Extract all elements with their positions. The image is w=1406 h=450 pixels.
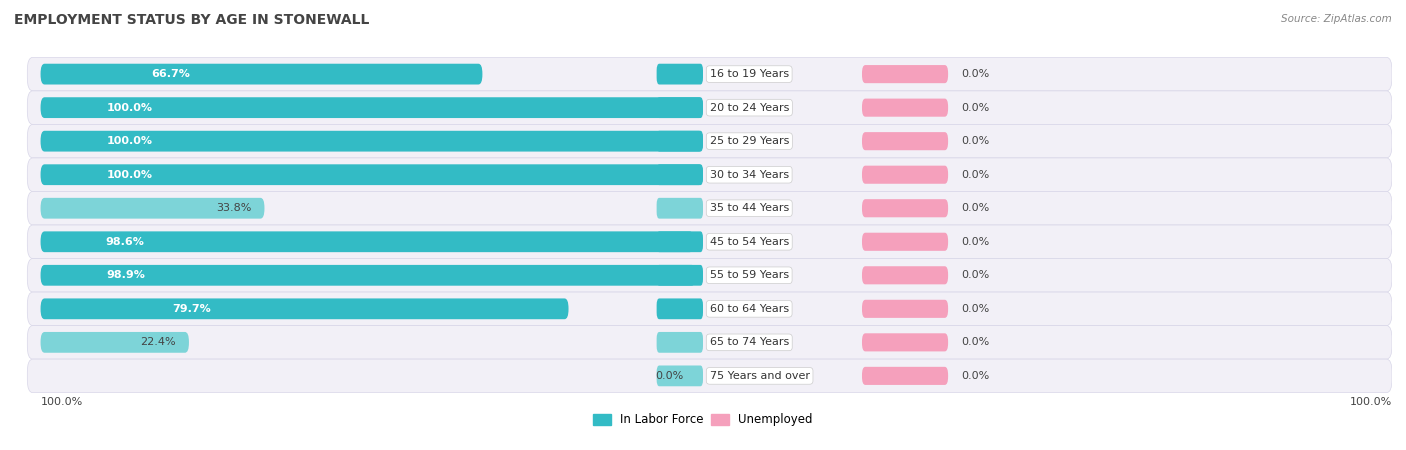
FancyBboxPatch shape <box>862 367 948 385</box>
FancyBboxPatch shape <box>41 64 482 85</box>
Text: 100.0%: 100.0% <box>107 103 153 112</box>
Text: EMPLOYMENT STATUS BY AGE IN STONEWALL: EMPLOYMENT STATUS BY AGE IN STONEWALL <box>14 14 370 27</box>
FancyBboxPatch shape <box>657 365 703 386</box>
Text: 0.0%: 0.0% <box>962 304 990 314</box>
Text: 0.0%: 0.0% <box>655 371 683 381</box>
FancyBboxPatch shape <box>41 265 696 286</box>
FancyBboxPatch shape <box>41 332 188 353</box>
Text: 98.9%: 98.9% <box>105 270 145 280</box>
FancyBboxPatch shape <box>657 64 703 85</box>
Text: 0.0%: 0.0% <box>962 270 990 280</box>
Text: 75 Years and over: 75 Years and over <box>710 371 810 381</box>
FancyBboxPatch shape <box>862 99 948 117</box>
Text: 20 to 24 Years: 20 to 24 Years <box>710 103 789 112</box>
Text: 35 to 44 Years: 35 to 44 Years <box>710 203 789 213</box>
FancyBboxPatch shape <box>41 97 703 118</box>
FancyBboxPatch shape <box>657 265 703 286</box>
FancyBboxPatch shape <box>27 158 1392 191</box>
FancyBboxPatch shape <box>41 298 568 319</box>
Text: 65 to 74 Years: 65 to 74 Years <box>710 338 789 347</box>
FancyBboxPatch shape <box>27 124 1392 158</box>
FancyBboxPatch shape <box>862 132 948 150</box>
Text: 33.8%: 33.8% <box>217 203 252 213</box>
Text: 0.0%: 0.0% <box>962 203 990 213</box>
FancyBboxPatch shape <box>657 231 703 252</box>
FancyBboxPatch shape <box>657 164 703 185</box>
Text: 55 to 59 Years: 55 to 59 Years <box>710 270 789 280</box>
FancyBboxPatch shape <box>862 333 948 351</box>
Text: 16 to 19 Years: 16 to 19 Years <box>710 69 789 79</box>
FancyBboxPatch shape <box>41 231 693 252</box>
Text: 0.0%: 0.0% <box>962 103 990 112</box>
FancyBboxPatch shape <box>27 225 1392 259</box>
Text: 0.0%: 0.0% <box>962 69 990 79</box>
FancyBboxPatch shape <box>27 191 1392 225</box>
FancyBboxPatch shape <box>27 292 1392 326</box>
FancyBboxPatch shape <box>862 300 948 318</box>
Text: 0.0%: 0.0% <box>962 170 990 180</box>
FancyBboxPatch shape <box>862 266 948 284</box>
FancyBboxPatch shape <box>862 166 948 184</box>
Text: 100.0%: 100.0% <box>107 136 153 146</box>
Text: 0.0%: 0.0% <box>962 237 990 247</box>
FancyBboxPatch shape <box>862 199 948 217</box>
FancyBboxPatch shape <box>41 198 264 219</box>
Legend: In Labor Force, Unemployed: In Labor Force, Unemployed <box>589 409 817 431</box>
Text: 100.0%: 100.0% <box>1350 396 1392 407</box>
FancyBboxPatch shape <box>862 233 948 251</box>
Text: 100.0%: 100.0% <box>107 170 153 180</box>
FancyBboxPatch shape <box>27 57 1392 91</box>
FancyBboxPatch shape <box>657 332 703 353</box>
Text: 25 to 29 Years: 25 to 29 Years <box>710 136 789 146</box>
FancyBboxPatch shape <box>862 65 948 83</box>
FancyBboxPatch shape <box>41 131 703 152</box>
Text: 45 to 54 Years: 45 to 54 Years <box>710 237 789 247</box>
Text: 100.0%: 100.0% <box>41 396 83 407</box>
FancyBboxPatch shape <box>41 164 703 185</box>
FancyBboxPatch shape <box>657 298 703 319</box>
Text: 22.4%: 22.4% <box>141 338 176 347</box>
FancyBboxPatch shape <box>657 131 703 152</box>
Text: 66.7%: 66.7% <box>150 69 190 79</box>
Text: 79.7%: 79.7% <box>173 304 211 314</box>
Text: 0.0%: 0.0% <box>962 136 990 146</box>
FancyBboxPatch shape <box>27 359 1392 393</box>
Text: 30 to 34 Years: 30 to 34 Years <box>710 170 789 180</box>
FancyBboxPatch shape <box>657 198 703 219</box>
Text: 0.0%: 0.0% <box>962 371 990 381</box>
Text: 0.0%: 0.0% <box>962 338 990 347</box>
FancyBboxPatch shape <box>27 91 1392 124</box>
Text: Source: ZipAtlas.com: Source: ZipAtlas.com <box>1281 14 1392 23</box>
FancyBboxPatch shape <box>657 97 703 118</box>
FancyBboxPatch shape <box>27 326 1392 359</box>
Text: 60 to 64 Years: 60 to 64 Years <box>710 304 789 314</box>
FancyBboxPatch shape <box>27 259 1392 292</box>
Text: 98.6%: 98.6% <box>105 237 145 247</box>
